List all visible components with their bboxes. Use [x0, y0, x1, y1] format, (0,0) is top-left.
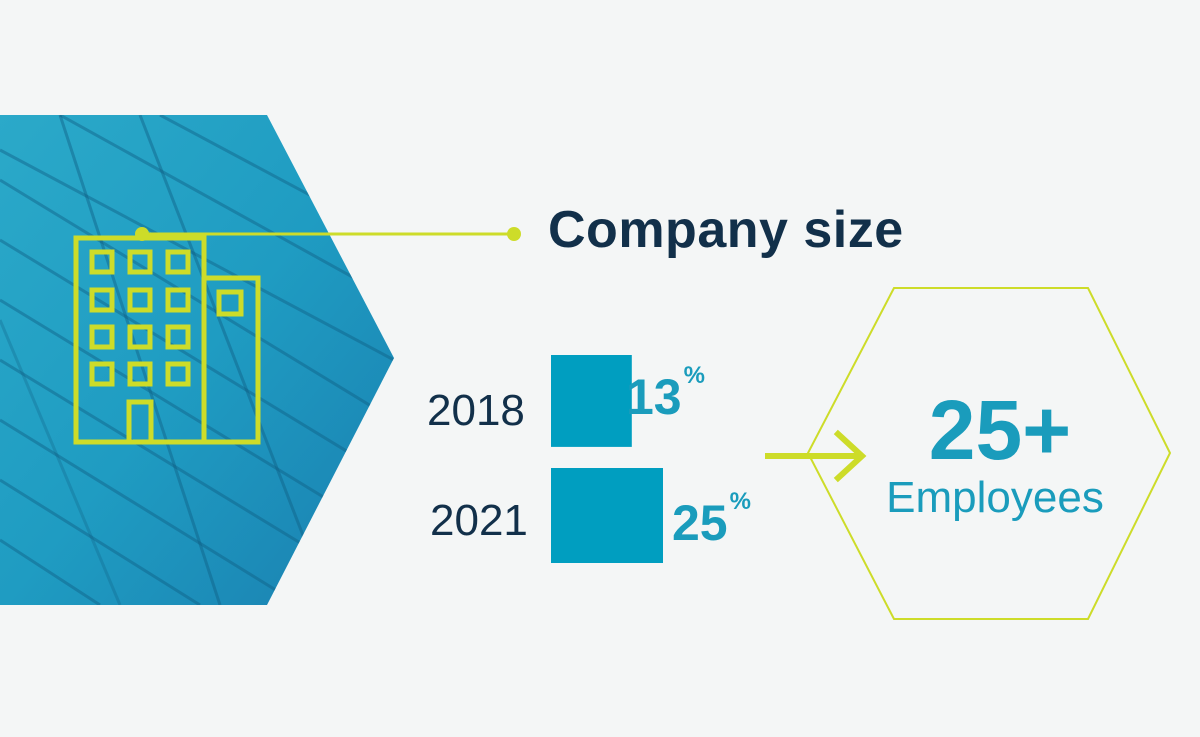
percent-label-2018: 13%: [626, 362, 705, 425]
bar-2021: [551, 468, 663, 563]
year-label-2021: 2021: [430, 496, 528, 545]
page-title: Company size: [548, 201, 904, 259]
result-value: 25+: [928, 383, 1072, 477]
bar-2018: [551, 355, 632, 447]
result-hexagon: [806, 287, 1172, 620]
year-label-2018: 2018: [427, 386, 525, 435]
building-photo-hexagon: [0, 115, 394, 605]
arrow-right-icon: [765, 429, 867, 483]
result-label: Employees: [886, 473, 1104, 522]
bar-chart: [551, 355, 663, 563]
percent-label-2021: 25%: [672, 488, 751, 551]
title-connector: [135, 227, 521, 241]
office-building-icon: [73, 235, 261, 445]
